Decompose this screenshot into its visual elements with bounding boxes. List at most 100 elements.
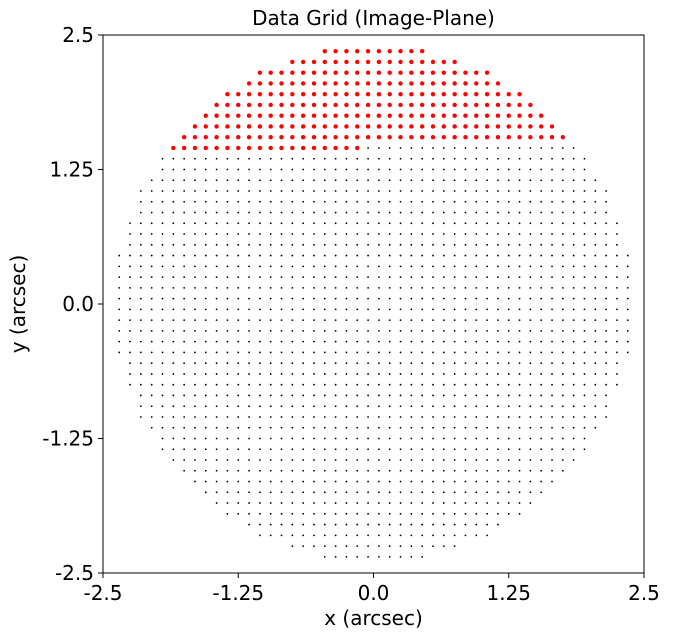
grid-point (269, 254, 272, 257)
grid-point (551, 469, 553, 472)
grid-point (378, 340, 380, 343)
grid-point (269, 437, 272, 440)
grid-point (323, 297, 326, 300)
grid-point (302, 502, 305, 504)
grid-point (356, 211, 359, 214)
grid-point (551, 480, 553, 483)
grid-point (486, 147, 489, 149)
highlighted-point (344, 59, 349, 65)
grid-point (626, 276, 629, 278)
grid-point (421, 254, 424, 257)
grid-point (388, 243, 391, 246)
highlighted-point (290, 81, 295, 86)
grid-point (410, 340, 413, 343)
grid-point (605, 222, 608, 225)
grid-point (172, 416, 175, 418)
grid-point (626, 297, 629, 300)
highlighted-point (463, 113, 468, 118)
grid-point (410, 459, 413, 461)
grid-point (529, 383, 532, 386)
grid-point (378, 157, 380, 160)
grid-point (334, 534, 337, 537)
grid-point (561, 233, 564, 235)
grid-point (432, 254, 434, 257)
grid-point (269, 179, 272, 182)
grid-point (334, 523, 337, 526)
grid-point (226, 330, 229, 332)
grid-point (291, 340, 294, 343)
grid-point (345, 254, 348, 257)
grid-point (161, 340, 164, 343)
grid-point (594, 200, 597, 203)
highlighted-point (539, 113, 544, 118)
grid-point (378, 265, 380, 268)
grid-point (183, 297, 186, 300)
grid-point (561, 469, 564, 472)
grid-point (453, 545, 456, 547)
grid-point (388, 308, 391, 311)
highlighted-point (311, 124, 317, 129)
grid-point (507, 211, 510, 214)
grid-point (139, 362, 142, 365)
grid-point (248, 416, 250, 418)
grid-point (226, 200, 229, 203)
grid-point (572, 340, 575, 343)
grid-point (150, 190, 153, 192)
highlighted-point (290, 124, 295, 129)
grid-point (302, 405, 305, 408)
grid-point (345, 469, 348, 472)
grid-point (345, 394, 348, 397)
grid-point (497, 254, 499, 257)
grid-point (334, 448, 337, 451)
grid-point (356, 416, 359, 418)
highlighted-point (409, 113, 414, 118)
grid-point (215, 190, 218, 192)
grid-point (161, 330, 164, 332)
grid-point (367, 243, 369, 246)
grid-point (129, 222, 131, 225)
highlighted-point (246, 81, 252, 86)
grid-point (475, 394, 478, 397)
grid-point (475, 534, 478, 537)
grid-point (129, 362, 131, 365)
grid-point (204, 200, 207, 203)
grid-point (356, 330, 359, 332)
grid-point (172, 362, 175, 365)
grid-point (388, 362, 391, 365)
grid-point (497, 394, 499, 397)
grid-point (388, 254, 391, 257)
grid-point (410, 426, 413, 429)
highlighted-point (192, 124, 198, 129)
grid-point (453, 330, 456, 332)
grid-point (269, 459, 272, 461)
grid-point (453, 200, 456, 203)
grid-point (605, 416, 608, 418)
grid-point (204, 330, 207, 332)
grid-point (323, 491, 326, 494)
grid-point (616, 243, 618, 246)
grid-point (388, 351, 391, 354)
highlighted-point (387, 70, 392, 75)
grid-point (551, 147, 553, 149)
grid-point (183, 340, 186, 343)
grid-point (313, 394, 315, 397)
grid-point (258, 469, 261, 472)
highlighted-point (236, 124, 241, 129)
grid-point (594, 179, 597, 182)
grid-point (432, 265, 434, 268)
grid-point (269, 308, 272, 311)
grid-point (432, 480, 434, 483)
highlighted-point (279, 91, 284, 97)
highlighted-point (517, 113, 522, 118)
grid-point (507, 340, 510, 343)
grid-point (204, 286, 207, 289)
highlighted-point (365, 135, 371, 140)
grid-point (334, 459, 337, 461)
grid-point (497, 491, 499, 494)
grid-point (432, 437, 434, 440)
grid-point (183, 179, 186, 182)
grid-point (172, 383, 175, 386)
grid-point (464, 383, 467, 386)
grid-point (269, 426, 272, 429)
highlighted-point (290, 91, 295, 97)
